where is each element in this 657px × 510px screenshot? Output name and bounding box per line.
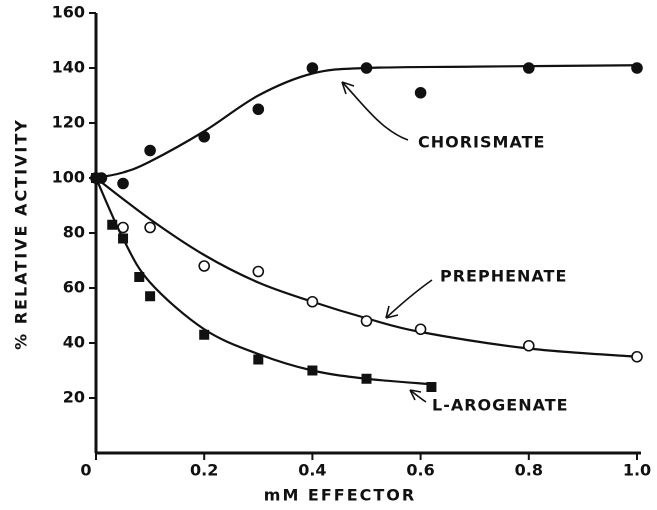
point xyxy=(253,354,264,365)
y-tick-label: 140 xyxy=(52,58,85,77)
y-tick-label: 160 xyxy=(52,3,85,22)
x-tick-label: 0.4 xyxy=(298,461,326,480)
point xyxy=(522,339,535,352)
point xyxy=(199,329,210,340)
x-tick-label: 0.8 xyxy=(515,461,543,480)
series-label: PREPHENATE xyxy=(440,267,567,286)
arrow-head xyxy=(341,81,355,95)
y-tick-label: 60 xyxy=(63,278,85,297)
point xyxy=(118,233,129,244)
point xyxy=(360,315,373,327)
series-label: L-AROGENATE xyxy=(432,396,569,415)
fit-curve xyxy=(95,64,638,180)
point xyxy=(414,323,427,336)
point xyxy=(631,62,643,74)
x-tick-label: 0.2 xyxy=(190,461,218,480)
point xyxy=(631,350,643,363)
y-tick-label: 80 xyxy=(63,223,85,242)
y-tick-label: 40 xyxy=(63,333,85,352)
point xyxy=(306,295,319,308)
point xyxy=(522,62,535,74)
annotation-arrows xyxy=(341,81,433,403)
series-label: CHORISMATE xyxy=(418,133,545,152)
point xyxy=(134,272,145,282)
point xyxy=(426,382,437,392)
fit-curve xyxy=(94,177,432,386)
point xyxy=(414,86,427,99)
arrow-head xyxy=(409,389,422,401)
x-tick-label: 0.6 xyxy=(406,461,434,480)
point xyxy=(306,62,319,74)
point xyxy=(252,103,265,116)
arrow-head xyxy=(385,305,399,319)
y-tick-label: 20 xyxy=(63,388,85,407)
fit-curve xyxy=(95,177,638,358)
point xyxy=(252,265,265,278)
arrow xyxy=(385,279,433,319)
x-tick-label: 1.0 xyxy=(623,461,651,480)
x-tick-label: 0 xyxy=(80,461,91,480)
point xyxy=(198,260,210,272)
x-axis-label: mM EFFECTOR xyxy=(264,486,416,505)
point xyxy=(117,177,129,190)
point xyxy=(145,291,156,302)
point xyxy=(307,365,318,376)
point xyxy=(107,219,118,230)
y-tick-label: 120 xyxy=(52,113,85,132)
point xyxy=(361,373,372,384)
point xyxy=(360,62,373,74)
point xyxy=(144,144,156,157)
arrow xyxy=(341,81,409,141)
point xyxy=(144,221,156,234)
y-tick-label: 100 xyxy=(52,168,85,187)
point xyxy=(91,173,101,183)
point xyxy=(198,130,210,143)
y-axis-label: % RELATIVE ACTIVITY xyxy=(12,118,31,350)
